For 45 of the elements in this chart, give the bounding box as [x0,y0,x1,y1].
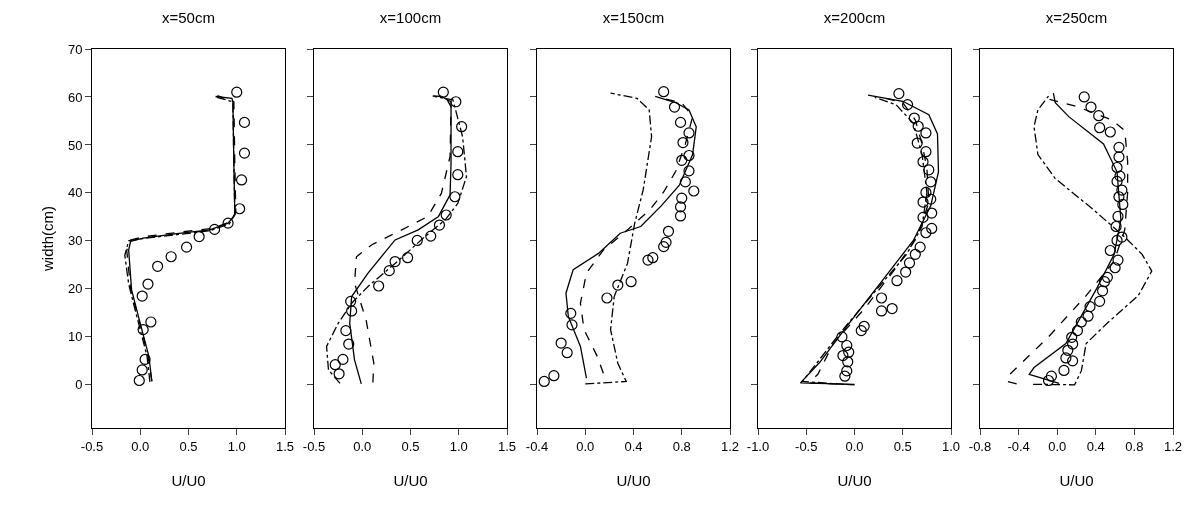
x-tick-label: 0.0 [131,438,150,454]
x-tick-label: 1.0 [941,438,961,454]
chart-title: x=100cm [379,9,442,27]
chart-title: x=200cm [823,9,886,27]
x-tick-label: -0.4 [525,438,549,454]
x-axis-title: U/U0 [171,471,206,489]
x-tick-label: 1.0 [227,438,246,454]
x-tick-label: 1.2 [1163,438,1183,454]
x-tick-label: -0.8 [968,438,992,454]
y-axis-title: width(cm) [39,205,57,273]
x-tick-label: -0.5 [80,438,104,454]
x-tick-label: 0.5 [893,438,912,454]
y-tick-label: 20 [67,281,83,297]
x-tick-label: 0.0 [576,438,595,454]
chart-title: x=250cm [1045,9,1108,27]
x-tick-label: 0.4 [1086,438,1105,454]
x-tick-label: -0.4 [1007,438,1030,454]
x-tick-label: 1.2 [720,438,740,454]
x-tick-label: 1.5 [275,438,295,454]
x-tick-label: 1.5 [497,438,517,454]
x-tick-label: -0.5 [795,438,818,454]
x-axis-title: U/U0 [1059,471,1094,489]
y-tick-label: 10 [67,329,83,345]
x-tick-label: 0.0 [845,438,864,454]
x-axis-title: U/U0 [393,471,428,489]
x-axis-title: U/U0 [616,471,651,489]
x-tick-label: 0.4 [624,438,643,454]
y-tick-label: 40 [67,185,83,201]
y-tick-label: 70 [67,41,83,57]
x-axis-title: U/U0 [837,471,872,489]
y-tick-label: 30 [67,233,83,249]
y-tick-label: 60 [67,89,83,105]
x-tick-label: 0.0 [353,438,372,454]
x-tick-label: 0.5 [179,438,198,454]
x-tick-label: 0.8 [672,438,691,454]
x-tick-label: 0.8 [1125,438,1144,454]
x-tick-label: -0.5 [302,438,326,454]
y-tick-label: 50 [67,137,83,153]
x-tick-label: 1.0 [449,438,468,454]
x-tick-label: 0.0 [1048,438,1067,454]
chart-title: x=150cm [602,9,665,27]
x-tick-label: -1.0 [746,438,770,454]
x-tick-label: 0.5 [401,438,420,454]
y-tick-label: 0 [75,377,83,393]
chart-title: x=50cm [162,9,215,27]
